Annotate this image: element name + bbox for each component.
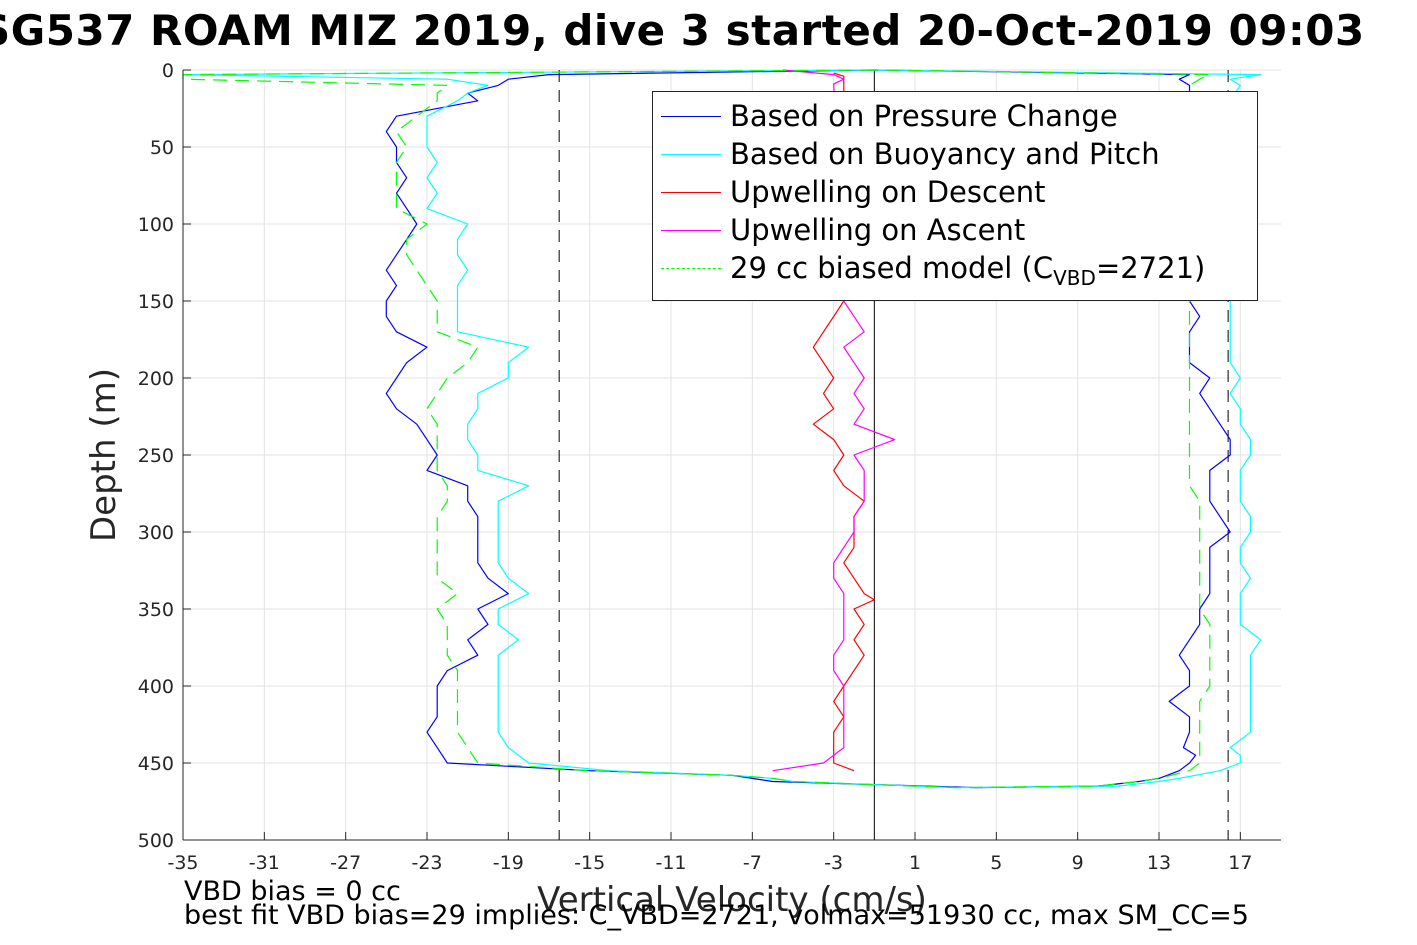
legend-label-model-suffix: =2721) <box>1095 251 1206 285</box>
legend-item-buoyancy: Based on Buoyancy and Pitch <box>653 135 1257 173</box>
x-tick-label: -7 <box>743 852 762 874</box>
x-tick-label: -3 <box>824 852 843 874</box>
x-tick-label: 1 <box>909 852 921 874</box>
chart-title: SG537 ROAM MIZ 2019, dive 3 started 20-O… <box>0 6 1365 55</box>
legend-item-upwelling-descent: Upwelling on Descent <box>653 173 1257 211</box>
legend-item-model: 29 cc biased model (CVBD=2721) <box>653 249 1257 290</box>
legend-label-buoyancy: Based on Buoyancy and Pitch <box>730 137 1160 171</box>
x-axis-label: Vertical Velocity (cm/s) <box>537 880 927 920</box>
legend: Based on Pressure Change Based on Buoyan… <box>652 91 1258 301</box>
y-tick-label: 300 <box>138 522 174 544</box>
legend-swatch-upwelling-ascent <box>661 230 721 231</box>
x-tick-label: -23 <box>411 852 442 874</box>
legend-swatch-upwelling-descent <box>661 192 721 193</box>
vbd-bias-note: VBD bias = 0 cc <box>184 876 401 907</box>
legend-item-upwelling-ascent: Upwelling on Ascent <box>653 211 1257 249</box>
x-tick-label: 13 <box>1147 852 1171 874</box>
series-biased-model <box>182 69 1211 789</box>
legend-label-model-sub: VBD <box>1053 265 1096 290</box>
legend-swatch-buoyancy <box>661 154 721 155</box>
x-tick-label: 17 <box>1228 852 1252 874</box>
x-tick-label: -19 <box>493 852 524 874</box>
series-upwelling-ascent <box>772 69 896 772</box>
legend-swatch-pressure <box>661 116 721 117</box>
legend-item-pressure: Based on Pressure Change <box>653 97 1257 135</box>
y-tick-label: 100 <box>138 214 174 236</box>
y-tick-label: 350 <box>138 599 174 621</box>
best-fit-note: best fit VBD bias=29 implies: C_VBD=2721… <box>184 900 1249 931</box>
y-tick-label: 250 <box>138 445 174 467</box>
x-tick-label: -27 <box>330 852 361 874</box>
x-tick-label: -15 <box>574 852 605 874</box>
y-tick-label: 150 <box>138 291 174 313</box>
legend-label-pressure: Based on Pressure Change <box>730 99 1118 133</box>
y-tick-label: 200 <box>138 368 174 390</box>
y-tick-label: 400 <box>138 676 174 698</box>
legend-label-upwelling-descent: Upwelling on Descent <box>730 175 1046 209</box>
y-tick-label: 0 <box>162 60 174 82</box>
x-tick-label: -35 <box>167 852 198 874</box>
legend-swatch-model <box>661 268 721 269</box>
x-tick-label: -31 <box>249 852 280 874</box>
x-tick-label: 9 <box>1072 852 1084 874</box>
x-tick-label: -11 <box>655 852 686 874</box>
y-axis-label: Depth (m) <box>84 367 124 543</box>
legend-label-model: 29 cc biased model (CVBD=2721) <box>730 251 1205 290</box>
legend-label-model-prefix: 29 cc biased model (C <box>730 251 1054 285</box>
legend-label-upwelling-ascent: Upwelling on Ascent <box>730 213 1026 247</box>
x-tick-label: 5 <box>990 852 1002 874</box>
y-tick-label: 500 <box>138 830 174 852</box>
y-tick-label: 50 <box>150 137 174 159</box>
y-tick-label: 450 <box>138 753 174 775</box>
